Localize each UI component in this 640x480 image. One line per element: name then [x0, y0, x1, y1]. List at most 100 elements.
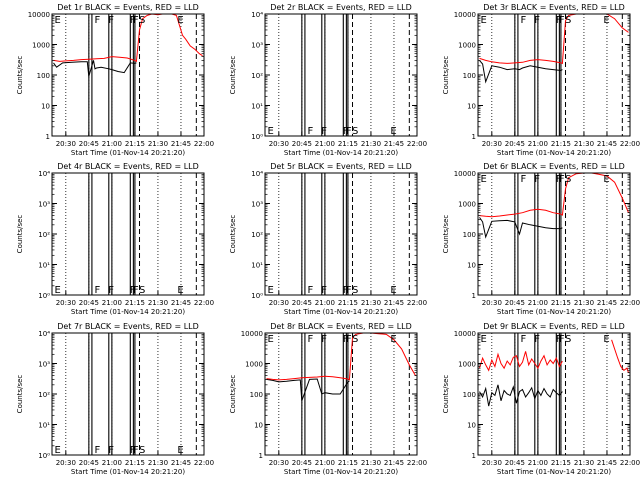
panel-title: Det 6r BLACK = Events, RED = LLD	[483, 162, 625, 171]
x-tick-label: 20:45	[79, 299, 99, 307]
x-tick-label: 22:00	[194, 459, 214, 467]
x-tick-label: 21:45	[384, 140, 404, 148]
event-marker-label: F	[321, 126, 327, 137]
x-axis-label: Start Time (01-Nov-14 20:21:20)	[284, 149, 398, 157]
x-axis-label: Start Time (01-Nov-14 20:21:20)	[497, 468, 611, 476]
y-axis-label: Counts/sec	[229, 56, 237, 95]
y-tick-label: 10000	[454, 11, 476, 19]
y-tick-label: 10	[467, 103, 476, 111]
series-events-line	[479, 217, 563, 239]
x-tick-label: 21:15	[125, 459, 145, 467]
x-axis-label: Start Time (01-Nov-14 20:21:20)	[284, 308, 398, 316]
x-tick-label: 21:15	[338, 459, 358, 467]
y-tick-label: 10²	[38, 231, 50, 239]
x-tick-label: 20:30	[269, 299, 289, 307]
x-tick-label: 20:30	[482, 140, 502, 148]
event-marker-label: E	[55, 285, 61, 296]
x-tick-label: 21:30	[574, 140, 594, 148]
event-marker-label: S	[565, 174, 571, 185]
event-marker-label: F	[346, 285, 352, 296]
y-tick-label: 100	[463, 391, 476, 399]
x-tick-label: 21:30	[574, 299, 594, 307]
x-tick-label: 21:00	[315, 299, 335, 307]
event-marker-label: F	[534, 334, 540, 345]
x-axis-label: Start Time (01-Nov-14 20:21:20)	[71, 468, 185, 476]
x-tick-label: 21:30	[148, 140, 168, 148]
y-tick-label: 10⁰	[251, 292, 263, 300]
x-tick-label: 21:30	[361, 299, 381, 307]
event-marker-label: F	[559, 334, 565, 345]
event-marker-label: F	[343, 126, 349, 137]
panel-title: Det 1r BLACK = Events, RED = LLD	[57, 3, 199, 12]
x-tick-label: 21:15	[125, 299, 145, 307]
y-tick-label: 10³	[38, 361, 50, 369]
y-tick-label: 1	[472, 292, 476, 300]
event-marker-label: F	[307, 285, 313, 296]
x-tick-label: 20:30	[269, 459, 289, 467]
y-axis-label: Counts/sec	[229, 375, 237, 414]
x-tick-label: 22:00	[407, 140, 427, 148]
x-tick-label: 21:45	[171, 459, 191, 467]
event-marker-label: E	[55, 15, 61, 26]
panel-title: Det 5r BLACK = Events, RED = LLD	[270, 162, 412, 171]
x-tick-label: 21:15	[551, 459, 571, 467]
x-tick-label: 21:00	[528, 459, 548, 467]
event-marker-label: F	[130, 15, 136, 26]
y-tick-label: 10¹	[38, 422, 50, 430]
x-tick-label: 20:30	[482, 459, 502, 467]
event-marker-label: F	[343, 285, 349, 296]
x-tick-label: 21:15	[551, 140, 571, 148]
y-tick-label: 1	[259, 452, 263, 460]
event-marker-label: S	[352, 126, 358, 137]
y-tick-label: 10²	[38, 391, 50, 399]
x-tick-label: 20:30	[482, 299, 502, 307]
x-tick-label: 21:45	[171, 299, 191, 307]
event-marker-label: S	[139, 445, 145, 456]
x-tick-label: 20:45	[292, 459, 312, 467]
event-marker-label: F	[130, 445, 136, 456]
event-marker-label: S	[139, 15, 145, 26]
y-tick-label: 10²	[251, 72, 263, 80]
y-tick-label: 10¹	[251, 103, 263, 111]
x-tick-label: 21:15	[338, 299, 358, 307]
x-tick-label: 20:30	[56, 299, 76, 307]
panel-title: Det 4r BLACK = Events, RED = LLD	[57, 162, 199, 171]
event-marker-label: E	[390, 285, 396, 296]
event-marker-label: E	[390, 126, 396, 137]
y-tick-label: 10	[467, 262, 476, 270]
x-axis-label: Start Time (01-Nov-14 20:21:20)	[497, 149, 611, 157]
event-marker-label: F	[556, 174, 562, 185]
event-marker-label: E	[481, 174, 487, 185]
y-tick-label: 10³	[251, 42, 263, 50]
x-tick-label: 21:00	[102, 299, 122, 307]
x-tick-label: 21:30	[148, 459, 168, 467]
y-axis-label: Counts/sec	[442, 375, 450, 414]
x-tick-label: 21:00	[315, 459, 335, 467]
x-tick-label: 21:45	[597, 299, 617, 307]
x-axis-label: Start Time (01-Nov-14 20:21:20)	[497, 308, 611, 316]
x-tick-label: 22:00	[620, 140, 640, 148]
event-marker-label: F	[321, 334, 327, 345]
x-tick-label: 21:45	[171, 140, 191, 148]
event-marker-label: F	[307, 126, 313, 137]
event-marker-label: F	[534, 15, 540, 26]
event-marker-label: F	[133, 285, 139, 296]
event-marker-label: S	[139, 285, 145, 296]
x-tick-label: 21:45	[384, 299, 404, 307]
x-tick-label: 22:00	[407, 459, 427, 467]
event-marker-label: S	[352, 334, 358, 345]
y-tick-label: 10⁴	[38, 330, 50, 338]
event-marker-label: E	[268, 126, 274, 137]
y-tick-label: 10⁰	[251, 133, 263, 141]
event-marker-label: E	[177, 285, 183, 296]
event-marker-label: F	[307, 334, 313, 345]
event-marker-label: E	[177, 445, 183, 456]
event-marker-label: F	[556, 334, 562, 345]
x-tick-label: 20:45	[505, 299, 525, 307]
y-tick-label: 100	[463, 231, 476, 239]
